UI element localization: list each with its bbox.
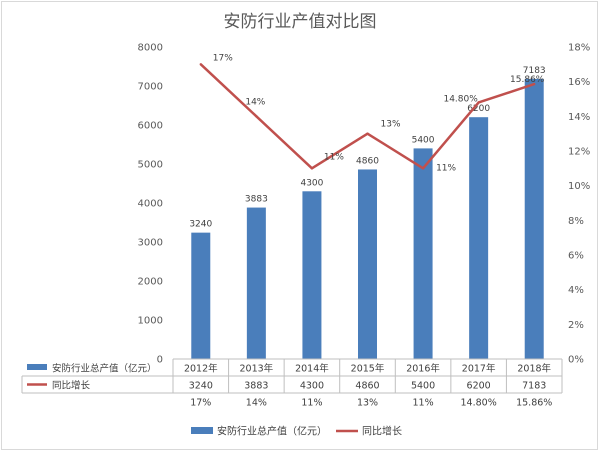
data-table: 2012年 2013年 2014年 2015年 2016年 2017年 2018年 安防行业总… xyxy=(21,358,563,409)
y-left-tick-label: 3000 xyxy=(138,238,163,249)
x-tick-label: 2018年 xyxy=(517,363,551,375)
y-right-tick-label: 10% xyxy=(568,181,590,192)
line-point xyxy=(199,63,202,66)
table-row-header: 同比增长 xyxy=(52,380,91,392)
line-data-label: 13% xyxy=(381,120,401,130)
legend: 安防行业总产值（亿元） 同比增长 xyxy=(191,425,402,438)
bar xyxy=(302,191,322,359)
line-data-label: 15.86% xyxy=(510,75,545,85)
bar-data-label: 4860 xyxy=(356,156,379,166)
line-data-label: 11% xyxy=(324,152,344,162)
bar xyxy=(469,117,489,359)
table-cell: 3240 xyxy=(189,381,213,392)
x-tick-label: 2013年 xyxy=(240,363,274,375)
x-tick-label: 2012年 xyxy=(184,363,218,375)
bar-series: 3240 3883 4300 4860 5400 6200 7183 xyxy=(189,66,546,359)
table-cell: 15.86% xyxy=(516,398,552,409)
y-right-tick-label: 0% xyxy=(568,355,584,366)
axes: 0 1000 2000 3000 4000 5000 6000 7000 8000 0% 2% 4% 6… xyxy=(138,43,591,366)
line-point xyxy=(255,115,258,118)
y-right-tick-label: 14% xyxy=(568,112,590,123)
y-right-tick-label: 16% xyxy=(568,77,590,88)
line-point xyxy=(421,167,425,170)
bar xyxy=(524,78,544,359)
bar-data-label: 3883 xyxy=(245,195,268,205)
y-left-tick-label: 6000 xyxy=(138,121,163,132)
chart-title: 安防行业产值对比图 xyxy=(224,12,377,32)
table-row-header: 安防行业总产值（亿元） xyxy=(52,363,157,375)
y-right-tick-label: 18% xyxy=(568,43,590,54)
y-left-tick-label: 5000 xyxy=(138,160,163,171)
bar xyxy=(246,207,266,359)
table-cell: 3883 xyxy=(244,381,268,392)
x-tick-label: 2016年 xyxy=(406,363,440,375)
bar xyxy=(191,232,211,359)
y-right-tick-label: 6% xyxy=(568,251,584,262)
bar xyxy=(413,148,433,359)
y-left-tick-label: 0 xyxy=(157,355,163,366)
legend-label: 安防行业总产值（亿元） xyxy=(217,425,327,438)
table-cell: 6200 xyxy=(467,381,491,392)
y-left-tick-label: 8000 xyxy=(138,43,163,54)
y-left-tick-label: 1000 xyxy=(138,316,163,327)
bar-data-label: 6200 xyxy=(467,104,490,114)
line-data-label: 17% xyxy=(213,53,233,63)
table-cell: 4300 xyxy=(300,381,324,392)
table-cell: 14% xyxy=(246,398,267,409)
y-left-tick-label: 7000 xyxy=(138,82,163,93)
bar-data-label: 7183 xyxy=(523,66,546,76)
line-point xyxy=(310,167,314,170)
line-data-label: 14% xyxy=(245,97,265,107)
table-cell: 11% xyxy=(301,398,322,409)
line-series: 17% 14% 11% 13% 11% 14.80% 15.86% xyxy=(199,53,545,173)
y-right-tick-label: 8% xyxy=(568,216,584,227)
x-tick-label: 2017年 xyxy=(462,363,496,375)
line-data-label: 11% xyxy=(436,163,456,173)
table-cell: 17% xyxy=(190,398,211,409)
table-cell: 4860 xyxy=(355,381,379,392)
legend-label: 同比增长 xyxy=(362,425,402,438)
table-cell: 13% xyxy=(357,398,378,409)
y-left-tick-label: 4000 xyxy=(138,199,163,210)
y-right-tick-label: 2% xyxy=(568,320,584,331)
bar-data-label: 3240 xyxy=(189,220,212,230)
table-cell: 7183 xyxy=(522,381,546,392)
table-cell: 14.80% xyxy=(461,398,497,409)
line-point xyxy=(366,132,369,135)
x-tick-label: 2014年 xyxy=(295,363,329,375)
x-tick-label: 2015年 xyxy=(351,363,385,375)
table-cell: 5400 xyxy=(411,381,435,392)
y-right-tick-label: 12% xyxy=(568,147,590,158)
legend-key-bar xyxy=(191,427,213,434)
line-data-label: 14.80% xyxy=(443,94,478,104)
table-cell: 11% xyxy=(413,398,434,409)
bar-data-label: 5400 xyxy=(412,135,435,145)
line-point xyxy=(533,82,536,86)
line-point xyxy=(477,101,480,104)
bar xyxy=(358,169,377,359)
bar-data-label: 4300 xyxy=(300,178,323,188)
y-right-tick-label: 4% xyxy=(568,285,584,296)
table-key-bar xyxy=(27,364,47,370)
y-left-tick-label: 2000 xyxy=(138,277,163,288)
